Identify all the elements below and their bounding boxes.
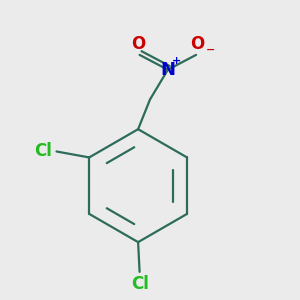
- Text: O: O: [131, 35, 145, 53]
- Text: Cl: Cl: [131, 275, 148, 293]
- Text: Cl: Cl: [34, 142, 52, 160]
- Text: −: −: [206, 44, 215, 55]
- Text: O: O: [190, 35, 205, 53]
- Text: N: N: [160, 61, 175, 79]
- Text: +: +: [172, 56, 181, 66]
